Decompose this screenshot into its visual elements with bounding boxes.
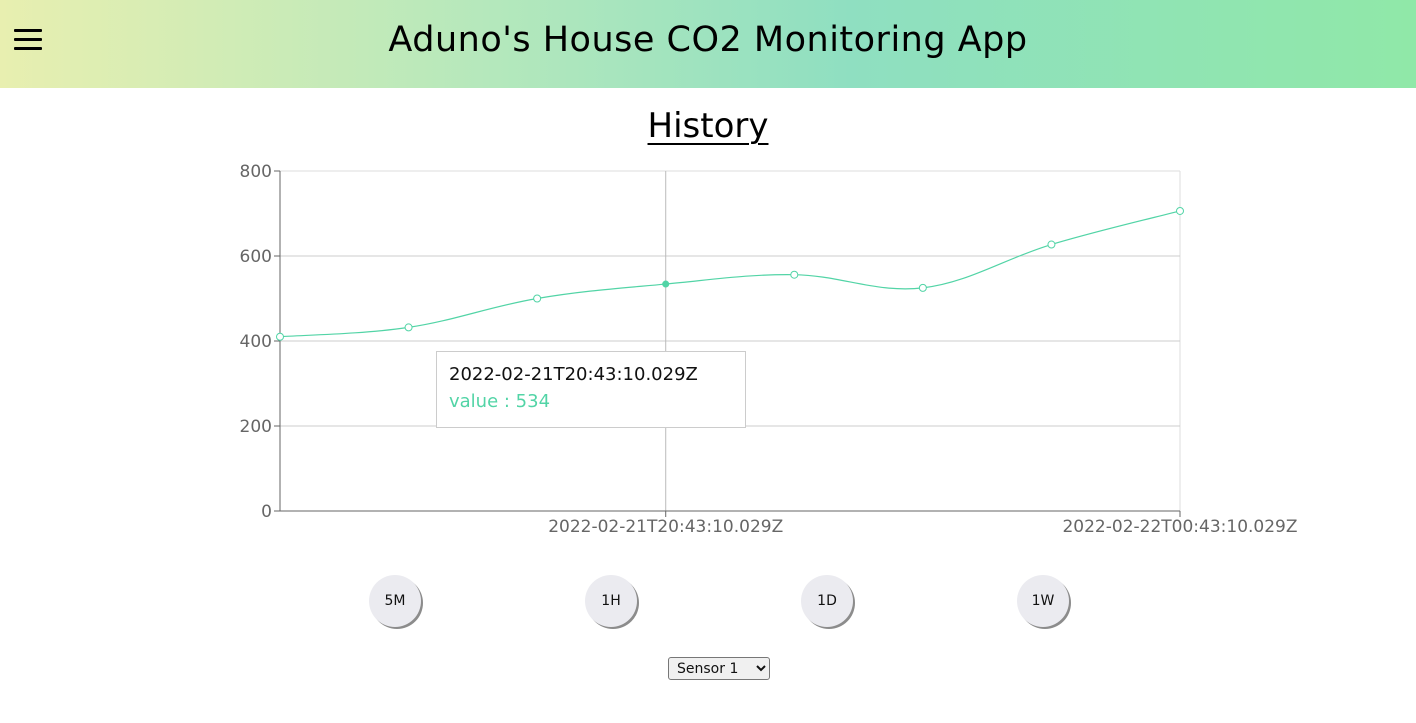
x-tick-label: 2022-02-22T00:43:10.029Z	[1062, 517, 1297, 537]
range-button-1w[interactable]: 1W	[1017, 575, 1069, 627]
y-tick-label: 0	[261, 502, 272, 522]
section-title: History	[0, 106, 1416, 146]
y-tick-label: 800	[240, 162, 272, 182]
data-point	[918, 283, 927, 292]
data-point	[533, 294, 542, 303]
hamburger-menu-icon[interactable]	[14, 29, 44, 53]
data-point-active	[662, 280, 670, 288]
section-title-text: History	[647, 106, 769, 146]
range-button-1d[interactable]: 1D	[801, 575, 853, 627]
y-tick-label: 400	[240, 332, 272, 352]
app-title: Aduno's House CO2 Monitoring App	[388, 20, 1028, 60]
sensor-select[interactable]: Sensor 1	[668, 657, 770, 680]
range-button-5m[interactable]: 5M	[369, 575, 421, 627]
tooltip-label: 2022-02-21T20:43:10.029Z	[449, 364, 698, 385]
data-point	[1047, 240, 1056, 249]
range-button-1h[interactable]: 1H	[585, 575, 637, 627]
app-header: Aduno's House CO2 Monitoring App	[0, 0, 1416, 88]
data-point	[1176, 206, 1184, 215]
y-tick-label: 200	[240, 417, 272, 437]
x-tick-label: 2022-02-21T20:43:10.029Z	[548, 517, 783, 537]
chart-tooltip: 2022-02-21T20:43:10.029Z value : 534	[436, 351, 746, 428]
data-point	[404, 323, 413, 332]
series-line	[279, 210, 1181, 338]
y-tick-label: 600	[240, 247, 272, 267]
tooltip-value: value : 534	[449, 391, 551, 412]
data-point	[276, 332, 284, 341]
data-point	[790, 270, 799, 279]
